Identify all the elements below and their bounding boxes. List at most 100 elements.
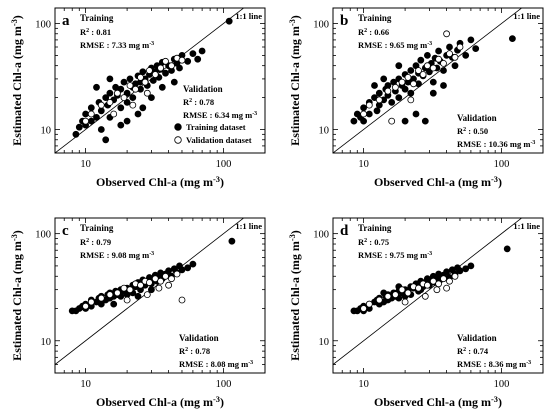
y-tick-label: 10: [319, 337, 330, 348]
validation-point: [451, 53, 459, 61]
validation-annotation: Validation R2 : 0.78 RMSE : 6.34 mg m-3: [183, 84, 257, 120]
training-point: [97, 126, 105, 133]
training-point: [139, 104, 147, 112]
training-point: [440, 67, 447, 74]
validation-point: [360, 110, 368, 118]
validation-point: [404, 74, 412, 81]
training-point: [170, 78, 178, 86]
validation-point: [87, 298, 95, 306]
training-point: [189, 50, 197, 57]
training-point: [123, 99, 131, 106]
panel-b: 10 100 10 100 Observed Chl-a (mg m-3) Estimat…: [288, 7, 544, 190]
validation-point: [401, 298, 409, 306]
validation-point: [415, 67, 422, 74]
y-tick-label: 100: [313, 230, 329, 241]
training-point: [87, 117, 95, 125]
validation-rmse: RMSE : 6.34 mg m-3: [183, 110, 257, 120]
training-point: [407, 67, 415, 74]
validation-point: [365, 300, 373, 308]
validation-point: [443, 30, 451, 38]
validation-point: [157, 64, 165, 72]
validation-point: [120, 94, 128, 101]
training-point: [147, 286, 155, 294]
training-r2: R2 : 0.75: [358, 237, 389, 247]
panel-letter: b: [340, 13, 348, 29]
y-tick-label: 100: [35, 19, 51, 30]
validation-point: [410, 80, 417, 88]
validation-point: [178, 56, 186, 64]
validation-point: [157, 277, 165, 285]
validation-point: [446, 277, 453, 285]
validation-point: [375, 296, 383, 304]
training-annotation: Training R2 : 0.66 RMSE : 9.65 mg m-3: [358, 13, 432, 50]
axis-ticks: [54, 218, 266, 374]
validation-r2: R2 : 0.74: [457, 346, 489, 356]
validation-point: [391, 291, 399, 299]
training-point: [158, 83, 166, 91]
validation-point: [126, 82, 134, 89]
validation-r2: R2 : 0.50: [457, 126, 488, 136]
training-point: [456, 267, 464, 275]
training-annotation: Training R2 : 0.79 RMSE : 9.08 mg m-3: [80, 223, 154, 260]
training-point: [194, 55, 202, 63]
training-point: [149, 77, 157, 84]
training-point: [129, 94, 137, 101]
training-point: [147, 94, 155, 101]
validation-point: [123, 296, 131, 304]
validation-point: [114, 89, 121, 97]
training-point: [401, 117, 409, 125]
validation-point: [141, 78, 149, 86]
training-point: [440, 82, 447, 89]
training-point: [198, 47, 206, 55]
training-point: [417, 56, 425, 64]
training-r2: R2 : 0.66: [358, 27, 389, 37]
training-point: [451, 62, 459, 70]
validation-point: [129, 101, 137, 109]
validation-point: [446, 50, 453, 57]
validation-point: [360, 305, 368, 312]
validation-point: [145, 279, 153, 286]
x-tick-label: 100: [216, 379, 232, 390]
training-point: [106, 75, 114, 83]
training-point: [87, 104, 95, 112]
training-point: [184, 57, 192, 65]
training-point: [126, 75, 134, 83]
training-point: [375, 89, 383, 97]
training-point: [134, 110, 142, 118]
validation-r2: R2 : 0.78: [183, 97, 214, 107]
training-point: [412, 110, 420, 118]
validation-annotation: Validation R2 : 0.78 RMSE : 8.08 mg m-3: [179, 333, 253, 369]
y-tick-label: 10: [319, 125, 330, 136]
validation-point: [162, 272, 169, 280]
training-point: [178, 266, 186, 274]
training-point: [395, 62, 403, 70]
training-point: [110, 300, 118, 308]
validation-point: [145, 67, 153, 74]
validation-point: [440, 60, 447, 67]
validation-point: [375, 96, 383, 104]
x-tick-label: 10: [358, 379, 369, 390]
training-title: Training: [80, 223, 114, 233]
validation-point: [451, 272, 459, 280]
training-point: [509, 35, 516, 42]
training-point: [371, 82, 378, 89]
validation-point: [423, 281, 431, 289]
training-point: [429, 78, 437, 86]
validation-point: [143, 89, 151, 97]
validation-point: [137, 281, 144, 289]
validation-point: [106, 99, 114, 106]
x-axis-title: Observed Chl-a (mg m-3): [96, 395, 224, 410]
validation-point: [404, 289, 412, 297]
validation-point: [388, 117, 396, 125]
legend-label-training: Training dataset: [186, 122, 246, 132]
training-point: [395, 94, 403, 101]
x-axis-title: Observed Chl-a (mg m-3): [374, 175, 502, 190]
one-to-one-label: 1:1 line: [235, 11, 262, 21]
validation-point: [429, 64, 437, 72]
x-tick-label: 10: [358, 159, 369, 170]
validation-point: [384, 87, 392, 95]
axis-ticks: [332, 8, 544, 154]
validation-point: [162, 57, 169, 65]
training-point: [165, 267, 173, 275]
